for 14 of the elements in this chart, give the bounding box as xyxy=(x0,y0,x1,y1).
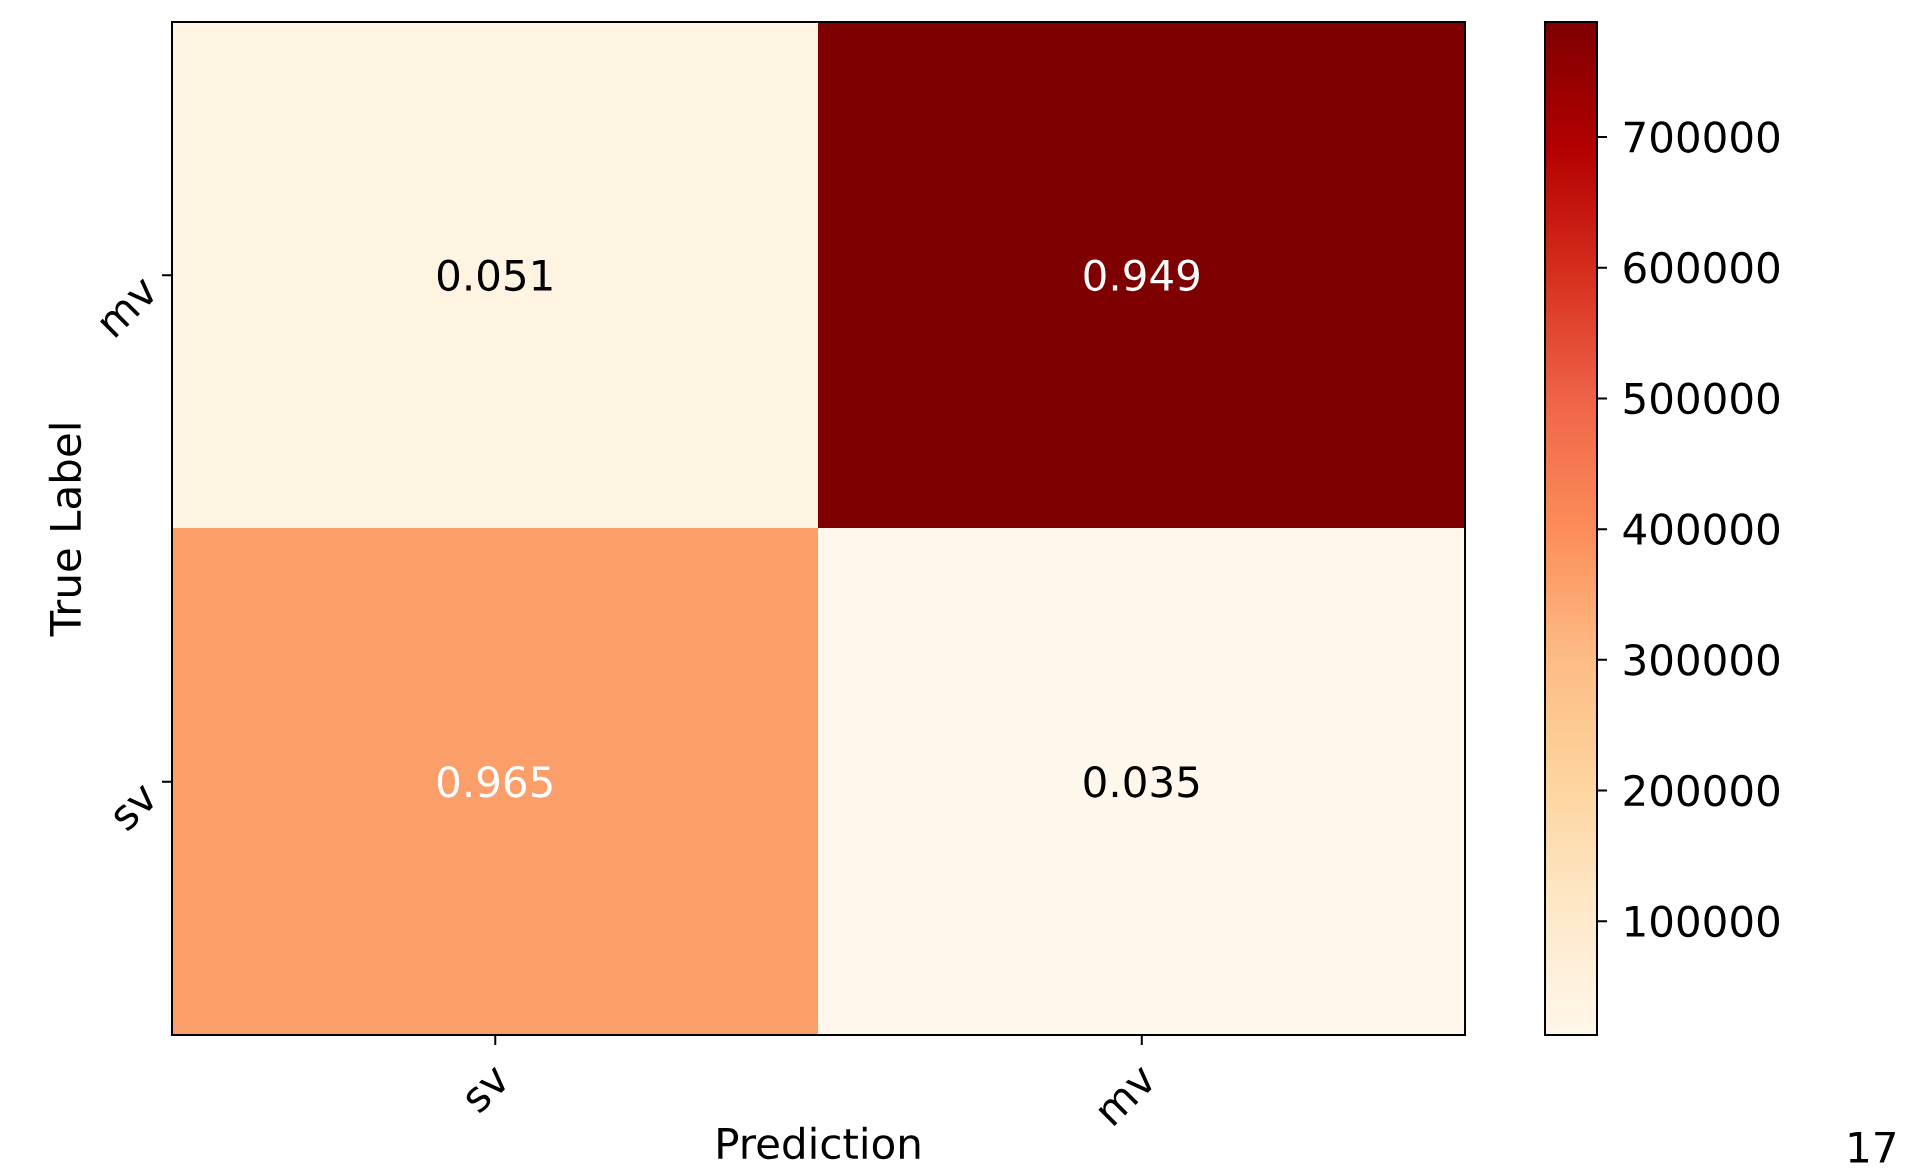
color-bar-label: 700000 xyxy=(1624,121,1779,153)
color-bar-label: 300000 xyxy=(1624,643,1779,676)
color-bar-label: 100000 xyxy=(1626,905,1779,938)
color-bar-label: 600000 xyxy=(1624,251,1779,284)
color-bar-label: 200000 xyxy=(1624,774,1779,807)
annotation: 0.051 xyxy=(437,259,552,292)
color-bar-label: 500000 xyxy=(1624,382,1779,415)
color-bar-label: 400000 xyxy=(1623,513,1779,546)
x-axis-title: Prediction xyxy=(718,1126,920,1160)
annotation: 0.035 xyxy=(1084,765,1199,798)
y-axis-title: True Label xyxy=(48,424,82,637)
text: 17 xyxy=(1849,1131,1895,1163)
annotation: 0.965 xyxy=(437,765,552,798)
annotation: 0.949 xyxy=(1084,259,1199,292)
